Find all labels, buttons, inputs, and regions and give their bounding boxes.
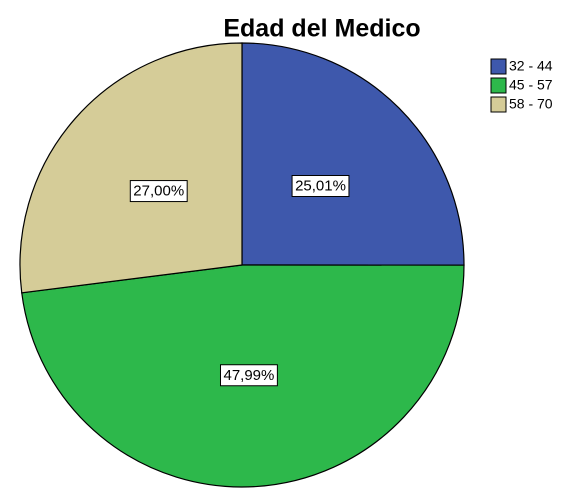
value-label: 25,01% [295, 178, 346, 195]
legend-swatch [490, 58, 507, 75]
legend-swatch [490, 77, 507, 94]
pie-slice [19, 42, 243, 294]
legend-label: 45 - 57 [509, 77, 553, 93]
legend-label: 32 - 44 [509, 58, 553, 74]
legend-swatch [490, 96, 507, 113]
value-label-box [129, 180, 188, 203]
chart-title: Edad del Medico [223, 15, 420, 43]
pie-slice [241, 42, 465, 266]
value-label-box [291, 175, 350, 198]
value-label: 47,99% [223, 367, 274, 384]
value-label: 27,00% [133, 183, 184, 200]
legend-label: 58 - 70 [509, 96, 553, 112]
value-label-box [219, 364, 278, 387]
